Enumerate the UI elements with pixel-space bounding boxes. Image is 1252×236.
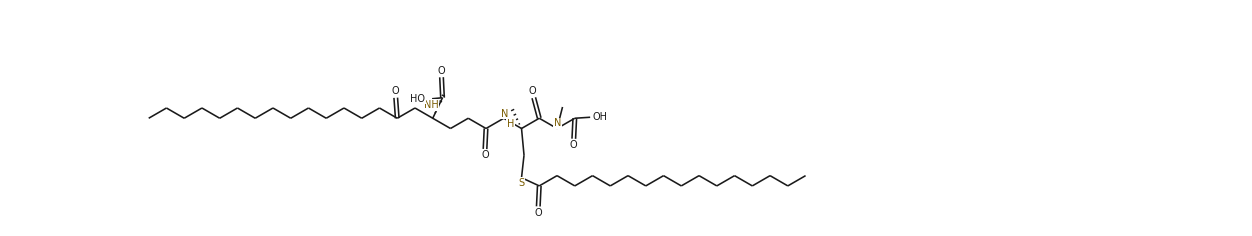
Text: O: O	[481, 151, 488, 160]
Text: NH: NH	[424, 100, 438, 110]
Text: O: O	[570, 140, 577, 150]
Text: N: N	[553, 118, 561, 128]
Text: S: S	[518, 178, 525, 188]
Text: OH: OH	[592, 112, 607, 122]
Text: O: O	[528, 86, 537, 96]
Text: H: H	[507, 119, 515, 129]
Text: N: N	[501, 109, 508, 119]
Text: HO: HO	[411, 94, 426, 104]
Text: O: O	[438, 66, 446, 76]
Text: O: O	[392, 86, 399, 96]
Text: O: O	[535, 208, 542, 218]
